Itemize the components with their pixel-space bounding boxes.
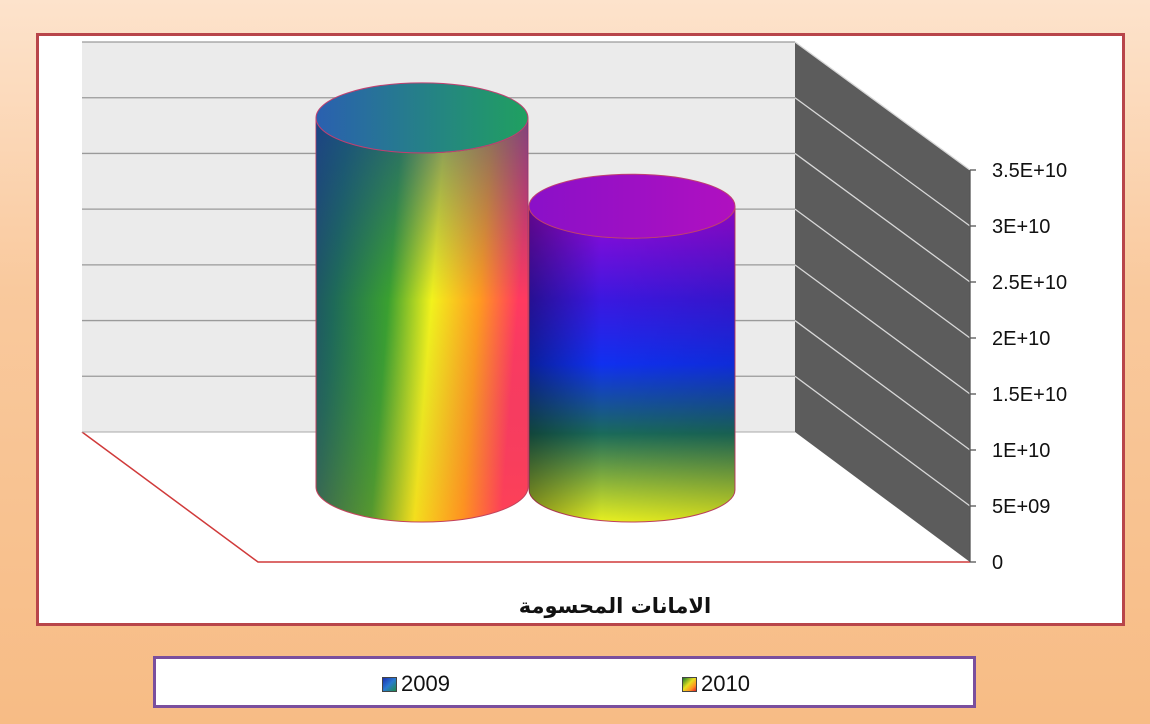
gridline-side: [794, 320, 971, 451]
y-tick-label: 5E+09: [992, 496, 1050, 518]
y-tick-label: 1E+10: [992, 440, 1050, 462]
legend-swatch-2009: [382, 676, 397, 692]
bar-2010: [528, 173, 736, 523]
legend-label-2010: 2010: [701, 671, 750, 696]
floor-edge: [81, 431, 970, 563]
y-tick-label: 0: [992, 552, 1003, 574]
legend: 2009 2010: [153, 656, 976, 708]
gridline-side: [794, 375, 971, 507]
gridline-side: [794, 264, 971, 395]
x-axis-label: الامانات المحسومة: [519, 594, 711, 618]
y-axis: 0 5E+09 1E+10 1.5E+10 2E+10 2.5E+10 3E+10 3.5E+…: [969, 160, 1067, 574]
y-tick-label: 1.5E+10: [992, 384, 1067, 406]
bar-2010-top: [528, 173, 736, 239]
legend-item-2009: 2009: [382, 671, 450, 697]
gridline-side: [794, 97, 971, 227]
legend-item-2010: 2010: [682, 671, 750, 697]
bar-2009-top: [315, 82, 529, 154]
bars: [315, 82, 736, 523]
bar-2010-shade: [529, 206, 735, 522]
gridline-side: [794, 152, 971, 283]
gridline-side: [794, 41, 971, 171]
bar-2009: [315, 82, 529, 523]
legend-swatch-2010: [682, 676, 697, 692]
side-wall: [795, 42, 970, 562]
legend-label-2009: 2009: [401, 671, 450, 696]
y-tick-label: 2.5E+10: [992, 272, 1067, 294]
y-tick-label: 3E+10: [992, 216, 1050, 238]
gridline-side: [794, 208, 971, 339]
y-tick-label: 3.5E+10: [992, 160, 1067, 182]
y-tick-label: 2E+10: [992, 328, 1050, 350]
bar-2009-shade: [316, 117, 528, 523]
